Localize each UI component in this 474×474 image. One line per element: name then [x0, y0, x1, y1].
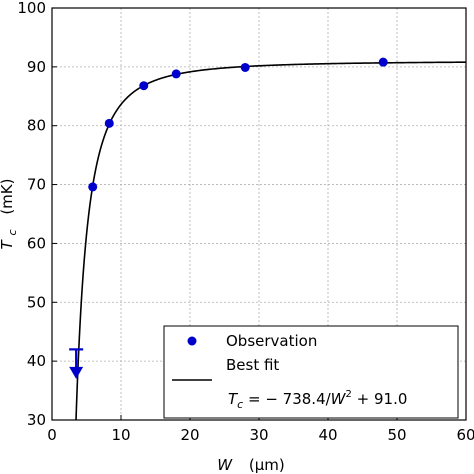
x-axis-unit: (μm) [249, 456, 285, 474]
y-tick-label: 70 [27, 176, 46, 194]
fit-equation-exp: 2 [346, 389, 352, 400]
y-axis-symbol: T [0, 238, 16, 249]
y-tick-label: 30 [27, 411, 46, 429]
y-tick-label: 90 [27, 58, 46, 76]
legend-box [163, 325, 459, 419]
x-tick-label: 60 [456, 426, 474, 444]
x-tick-label: 10 [111, 426, 130, 444]
observation-point [88, 182, 98, 192]
best-fit-line [75, 61, 467, 421]
fit-equation: Tc = − 738.4/W2 + 91.0 [228, 389, 407, 411]
x-tick-label: 30 [249, 426, 268, 444]
y-tick-label: 80 [27, 117, 46, 135]
legend-label-best-fit: Best fit [226, 356, 279, 374]
fit-equation-rhs-prefix: = − 738.4/ [243, 390, 331, 408]
fit-equation-lhs: T [228, 390, 239, 408]
observation-point [104, 118, 114, 128]
observation-point [378, 57, 388, 67]
upper-limit-arrow [69, 366, 84, 379]
x-axis-symbol: W [217, 456, 233, 474]
y-tick-label: 40 [27, 352, 46, 370]
y-axis-subscript: c [6, 229, 19, 235]
y-axis-unit: (mK) [0, 179, 16, 215]
observation-point [139, 81, 149, 91]
legend-marker-observation [187, 336, 197, 346]
fit-equation-var: W [331, 390, 347, 408]
tick-labels: 0 10 20 30 40 50 60 30 40 50 60 70 80 90 100 [17, 0, 474, 444]
y-tick-label: 50 [27, 293, 46, 311]
observation-point [171, 69, 181, 79]
x-tick-label: 20 [180, 426, 199, 444]
legend: Observation Best fit Tc = − 738.4/W2 + 9… [163, 325, 459, 419]
y-tick-label: 60 [27, 234, 46, 252]
observation-point [240, 62, 250, 72]
grid [52, 8, 466, 420]
observation-points [88, 57, 388, 192]
fit-equation-rhs-suffix: + 91.0 [352, 390, 408, 408]
x-tick-label: 50 [387, 426, 406, 444]
fit-line-group [75, 61, 467, 421]
x-axis-label: W (μm) [217, 456, 284, 474]
x-tick-label: 40 [318, 426, 337, 444]
fit-equation-lhs-sub: c [237, 398, 243, 411]
legend-label-observation: Observation [226, 332, 317, 350]
upper-limit-marker [69, 348, 84, 379]
y-axis-label: T c (mK) [0, 179, 20, 250]
x-tick-label: 0 [47, 426, 57, 444]
y-tick-label: 100 [17, 0, 46, 17]
